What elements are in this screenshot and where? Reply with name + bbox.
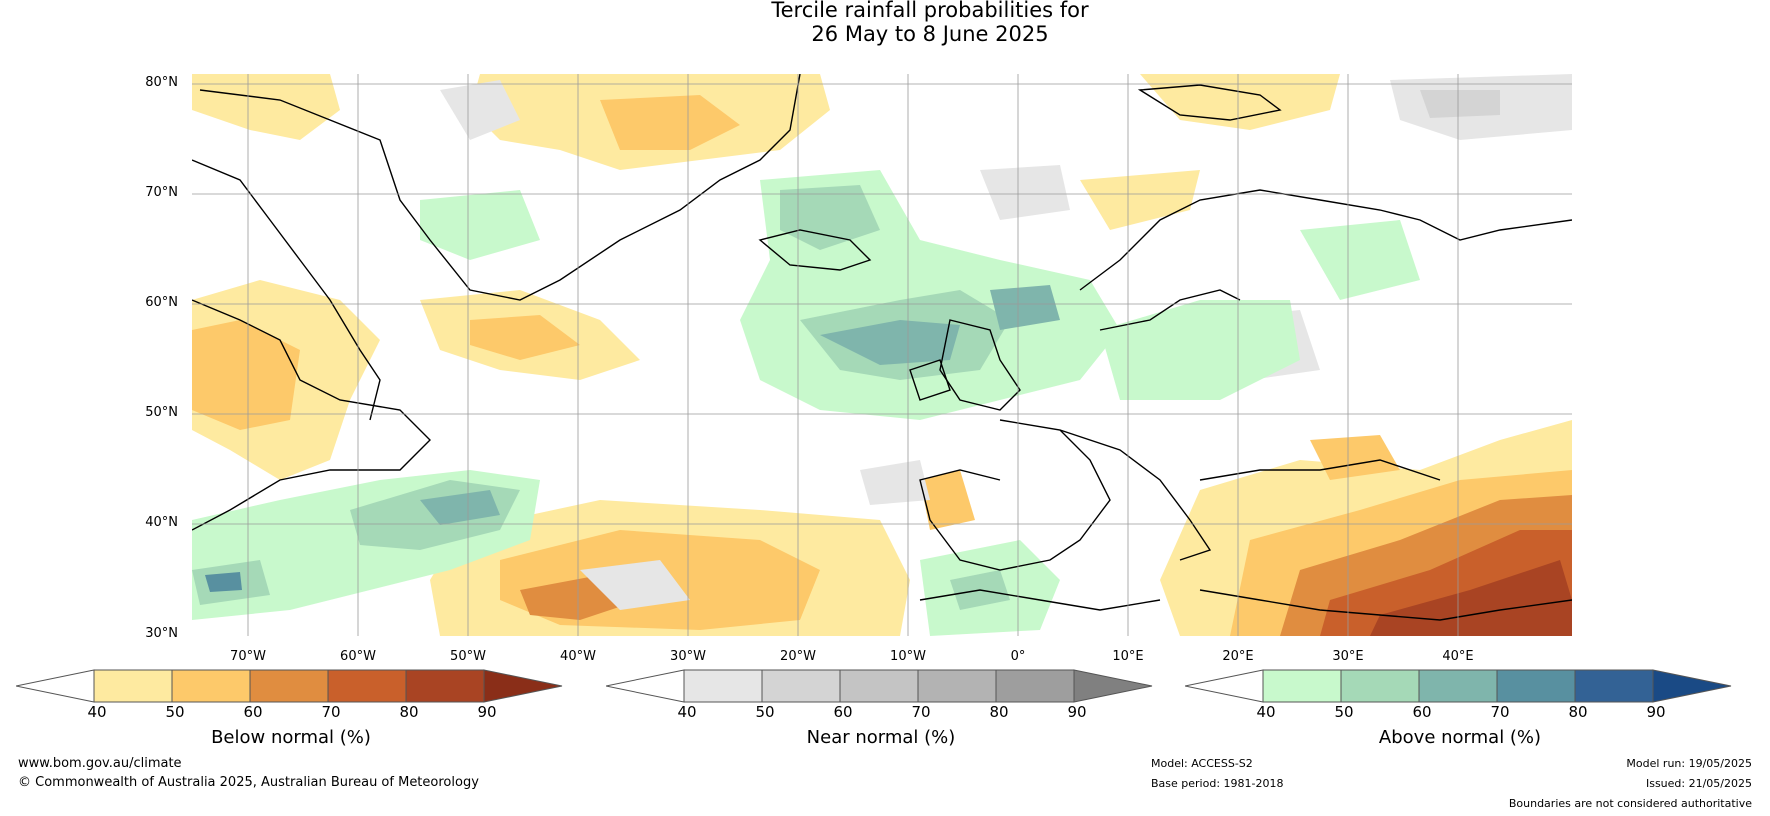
coastlines bbox=[192, 74, 1572, 621]
below-colorbar-segment bbox=[327, 669, 407, 703]
lon-label: 20°W bbox=[780, 649, 816, 664]
lon-label: 30°W bbox=[670, 649, 706, 664]
colorbar-tick: 60 bbox=[833, 703, 853, 721]
lon-label: 70°W bbox=[230, 649, 266, 664]
above-colorbar-segment bbox=[1574, 669, 1654, 703]
below-colorbar-segment bbox=[249, 669, 329, 703]
above-normal-label: Above normal (%) bbox=[1378, 727, 1542, 748]
boundaries-disclaimer: Boundaries are not considered authoritat… bbox=[1508, 797, 1752, 810]
source-url: www.bom.gov.au/climate bbox=[18, 756, 182, 771]
near-colorbar-segment bbox=[995, 669, 1075, 703]
colorbar-tick: 50 bbox=[755, 703, 775, 721]
below-normal-colorbar bbox=[16, 669, 563, 703]
lat-label: 80°N bbox=[145, 75, 178, 90]
lat-label: 60°N bbox=[145, 295, 178, 310]
above-colorbar-upper-extension bbox=[1652, 669, 1732, 703]
below-colorbar-segment bbox=[405, 669, 485, 703]
above-colorbar-segment bbox=[1262, 669, 1342, 703]
below-colorbar-upper-extension bbox=[483, 669, 563, 703]
model-run-date: Model run: 19/05/2025 bbox=[1626, 757, 1752, 770]
colorbar-tick: 80 bbox=[1568, 703, 1588, 721]
near-colorbar-segment bbox=[761, 669, 841, 703]
above-colorbar-lower-extension bbox=[1185, 669, 1264, 703]
above-colorbar-segment bbox=[1496, 669, 1576, 703]
above-normal-colorbar bbox=[1185, 669, 1732, 703]
lon-label: 20°E bbox=[1222, 649, 1254, 664]
colorbar-tick: 70 bbox=[911, 703, 931, 721]
lon-label: 60°W bbox=[340, 649, 376, 664]
base-period: Base period: 1981-2018 bbox=[1151, 777, 1284, 790]
near-colorbar-segment bbox=[683, 669, 763, 703]
near-normal-label: Near normal (%) bbox=[806, 727, 956, 748]
near-colorbar-upper-extension bbox=[1073, 669, 1153, 703]
below-colorbar-segment bbox=[93, 669, 173, 703]
lat-label: 50°N bbox=[145, 405, 178, 420]
lon-label: 10°W bbox=[890, 649, 926, 664]
lon-label: 50°W bbox=[450, 649, 486, 664]
colorbar-tick: 90 bbox=[477, 703, 497, 721]
above-colorbar-segment bbox=[1340, 669, 1420, 703]
above-normal-areas bbox=[192, 170, 1420, 636]
colorbar-tick: 40 bbox=[87, 703, 107, 721]
colorbar-tick: 60 bbox=[1412, 703, 1432, 721]
lat-label: 30°N bbox=[145, 626, 178, 641]
lon-label: 10°E bbox=[1112, 649, 1144, 664]
model-name: Model: ACCESS-S2 bbox=[1151, 757, 1253, 770]
lon-label: 40°W bbox=[560, 649, 596, 664]
near-normal-colorbar bbox=[606, 669, 1153, 703]
map-title-line-1: Tercile rainfall probabilities for bbox=[771, 0, 1089, 22]
colorbar-tick: 70 bbox=[1490, 703, 1510, 721]
colorbar-tick: 80 bbox=[399, 703, 419, 721]
lon-label: 0° bbox=[1010, 649, 1026, 664]
probability-shading bbox=[192, 74, 1572, 636]
colorbar-tick: 90 bbox=[1067, 703, 1087, 721]
above-colorbar-segment bbox=[1418, 669, 1498, 703]
colorbar-tick: 40 bbox=[677, 703, 697, 721]
below-colorbar-segment bbox=[171, 669, 251, 703]
lon-label: 40°E bbox=[1442, 649, 1474, 664]
near-colorbar-segment bbox=[917, 669, 997, 703]
near-colorbar-lower-extension bbox=[606, 669, 685, 703]
copyright-notice: © Commonwealth of Australia 2025, Austra… bbox=[18, 775, 479, 790]
lon-label: 30°E bbox=[1332, 649, 1364, 664]
graticule bbox=[192, 74, 1572, 636]
rainfall-probability-map bbox=[192, 74, 1572, 636]
issued-date: Issued: 21/05/2025 bbox=[1645, 777, 1752, 790]
colorbar-tick: 60 bbox=[243, 703, 263, 721]
near-colorbar-segment bbox=[839, 669, 919, 703]
colorbar-tick: 70 bbox=[321, 703, 341, 721]
below-colorbar-lower-extension bbox=[16, 669, 95, 703]
lat-label: 40°N bbox=[145, 515, 178, 530]
colorbar-tick: 80 bbox=[989, 703, 1009, 721]
colorbar-tick: 50 bbox=[1334, 703, 1354, 721]
colorbar-tick: 40 bbox=[1256, 703, 1276, 721]
colorbar-tick: 90 bbox=[1646, 703, 1666, 721]
lat-label: 70°N bbox=[145, 185, 178, 200]
below-normal-label: Below normal (%) bbox=[211, 727, 371, 748]
map-title-line-2: 26 May to 8 June 2025 bbox=[811, 22, 1049, 46]
colorbar-tick: 50 bbox=[165, 703, 185, 721]
